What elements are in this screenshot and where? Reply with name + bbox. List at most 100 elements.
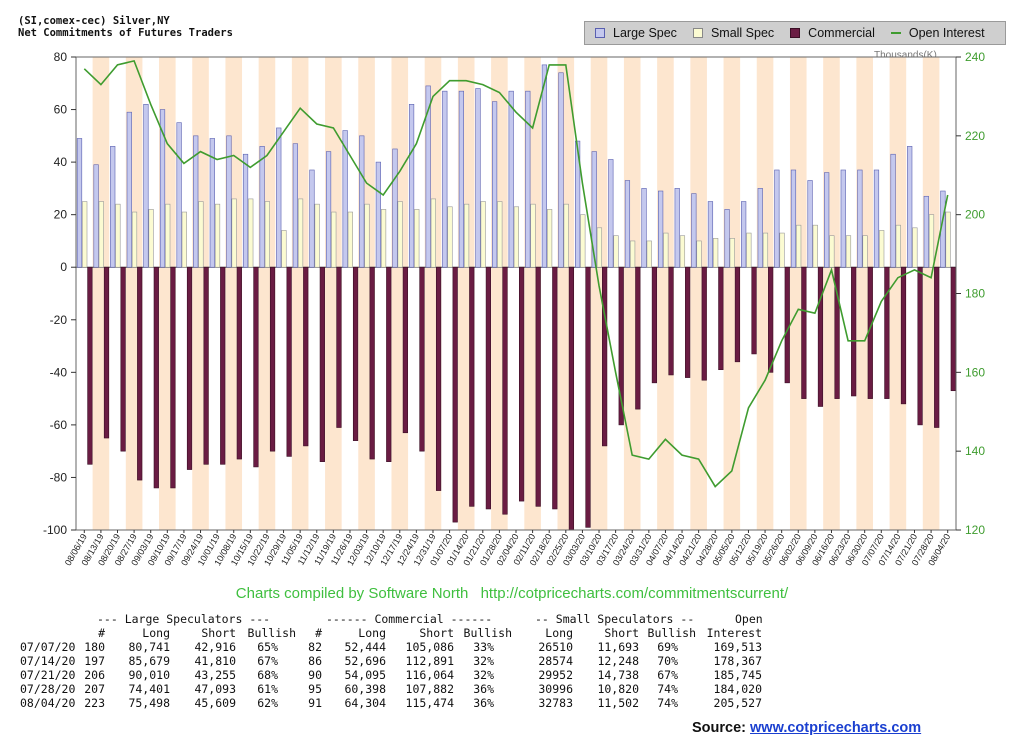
table-sub-oi: Interest [706, 626, 762, 640]
table-header-large: --- Large Speculators --- [97, 612, 271, 626]
large-spec-bar [907, 146, 913, 268]
right-axis-tick-label: 160 [965, 365, 985, 379]
table-cell-long1: 90,010 [128, 668, 170, 682]
right-axis-tick-label: 200 [965, 208, 985, 222]
table-cell-bull1: 62% [257, 696, 278, 710]
small-spec-bar [380, 209, 387, 268]
commercial-bar [170, 266, 176, 489]
small-spec-bar [447, 206, 453, 268]
small-spec-bar [945, 211, 951, 268]
small-spec-bar [165, 203, 171, 268]
small-spec-bar [530, 203, 536, 268]
large-spec-bar [558, 72, 564, 268]
commercial-bar [851, 266, 857, 397]
legend-open-interest: Open Interest [890, 26, 985, 40]
large-spec-bar [807, 180, 813, 268]
small-spec-bar [630, 240, 636, 268]
small-spec-bar [148, 209, 154, 268]
commercial-bar [618, 266, 624, 426]
left-axis-tick-label: -60 [50, 418, 68, 432]
commercial-bar [220, 266, 226, 465]
table-cell-date: 08/04/20 [20, 696, 76, 710]
table-cell-short1: 41,810 [194, 654, 236, 668]
table-cell-num2: 90 [308, 668, 322, 682]
table-sub-bull2: Bullish [463, 626, 512, 640]
small-spec-bar [862, 235, 868, 268]
large-spec-bar [741, 201, 747, 268]
commercial-bar [801, 266, 807, 399]
small-spec-bar [347, 211, 353, 268]
small-spec-bar [98, 201, 104, 268]
small-spec-bar [82, 201, 88, 268]
commercial-bar [751, 266, 757, 355]
large-spec-bar [774, 169, 780, 268]
large-spec-bar [541, 64, 548, 268]
left-axis-tick-label: -20 [50, 313, 68, 327]
small-spec-bar [779, 232, 785, 268]
table-cell-long2: 60,398 [344, 682, 386, 696]
left-axis-tick-label: 80 [54, 50, 68, 64]
small-spec-bar [397, 201, 403, 268]
commercial-bar [768, 266, 774, 373]
small-spec-bar [596, 227, 603, 268]
large-spec-bar [193, 135, 199, 268]
large-spec-bar [325, 151, 332, 268]
large-spec-bar [375, 161, 381, 268]
table-cell-oi: 184,020 [713, 682, 762, 696]
table-cell-long2: 64,304 [344, 696, 386, 710]
commercial-bar [485, 266, 491, 510]
table-sub-short1: Short [201, 626, 236, 640]
table-cell-num1: 207 [84, 682, 105, 696]
table-header-open: Open [735, 612, 763, 626]
table-cell-bull2: 36% [473, 682, 494, 696]
table-cell-num2: 95 [308, 682, 322, 696]
commercial-bar [153, 266, 159, 489]
large-spec-bar [425, 85, 431, 268]
table-sub-long3: Long [545, 626, 573, 640]
table-cell-bull2: 36% [473, 696, 494, 710]
commercial-bar [319, 266, 325, 462]
small-spec-bar [231, 198, 237, 268]
small-spec-bar [181, 211, 187, 268]
large-spec-bar [624, 180, 631, 268]
table-cell-num2: 82 [308, 640, 322, 654]
commercial-bar [186, 266, 193, 470]
table-sub-bull3: Bullish [647, 626, 696, 640]
small-spec-swatch-icon [692, 28, 703, 38]
table-sub-bull1: Bullish [247, 626, 296, 640]
small-spec-bar [248, 198, 254, 268]
small-spec-bar [547, 209, 553, 268]
table-header-commercial: ------ Commercial ------ [326, 612, 493, 626]
source-link[interactable]: www.cotpricecharts.com [750, 720, 922, 736]
table-cell-short3: 11,502 [597, 696, 639, 710]
commercial-bar [137, 266, 143, 481]
small-spec-bar [746, 232, 752, 268]
large-spec-bar [76, 138, 83, 268]
commercial-bar [103, 266, 110, 439]
commercial-bar [236, 266, 242, 460]
large-spec-bar [658, 190, 664, 268]
commercial-bar [120, 266, 126, 452]
commercial-bar [734, 266, 741, 363]
small-spec-bar [829, 235, 835, 268]
table-cell-short3: 12,248 [597, 654, 639, 668]
source-label: Source: [692, 720, 746, 736]
large-spec-bar [110, 146, 116, 268]
table-cell-bull3: 74% [657, 696, 678, 710]
credit-url[interactable]: http://cotpricecharts.com/commitmentscur… [480, 585, 789, 602]
commercial-bar [469, 266, 475, 507]
small-spec-bar [563, 203, 569, 268]
small-spec-bar [713, 238, 719, 268]
small-spec-bar [131, 211, 138, 268]
commercial-bar [668, 266, 674, 376]
large-spec-bar [259, 146, 265, 268]
small-spec-bar [663, 232, 669, 268]
commercial-bar [635, 266, 641, 410]
plot-band [623, 57, 641, 530]
large-spec-bar [608, 159, 614, 268]
commercial-bar [402, 266, 408, 434]
large-spec-bar [93, 164, 99, 268]
small-spec-bar [281, 230, 287, 268]
small-spec-bar [115, 203, 121, 268]
commercial-bar [518, 266, 525, 502]
